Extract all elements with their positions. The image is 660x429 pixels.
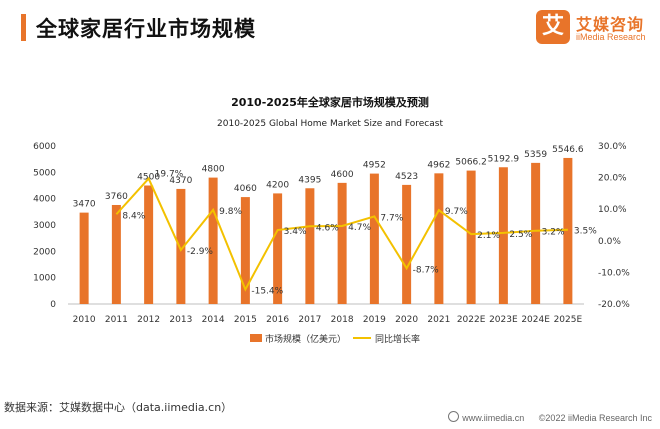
bar-value-label: 5359 xyxy=(524,150,547,160)
x-tick-label: 2013 xyxy=(169,315,192,325)
bar-value-label: 4800 xyxy=(202,165,225,175)
page-title: 全球家居行业市场规模 xyxy=(36,17,256,41)
legend-bar-label: 市场规模（亿美元） xyxy=(265,333,346,345)
x-tick-label: 2023E xyxy=(489,315,518,325)
y-left-tick-label: 0 xyxy=(50,300,56,310)
bar-value-label: 3470 xyxy=(73,200,96,210)
x-tick-label: 2012 xyxy=(137,315,160,325)
growth-rate-label: 9.7% xyxy=(445,207,468,217)
brand-logo: 艾 艾媒咨询 iiMedia Research xyxy=(536,10,654,50)
bar-value-label: 5192.9 xyxy=(488,154,520,164)
growth-rate-label: 19.7% xyxy=(155,170,184,180)
legend-bar-swatch xyxy=(250,334,262,342)
bar-value-label: 4523 xyxy=(395,172,418,182)
bar-value-label: 4060 xyxy=(234,184,257,194)
bar xyxy=(369,173,379,304)
y-left-tick-label: 6000 xyxy=(33,142,56,152)
data-source: 数据来源：艾媒数据中心（data.iimedia.cn） xyxy=(4,401,233,414)
x-tick-label: 2019 xyxy=(363,315,386,325)
bar-value-label: 3760 xyxy=(105,192,128,202)
x-tick-label: 2016 xyxy=(266,315,289,325)
bar xyxy=(402,184,412,304)
bar xyxy=(176,188,186,304)
x-tick-label: 2015 xyxy=(234,315,257,325)
growth-rate-label: 4.7% xyxy=(348,223,371,233)
bar xyxy=(79,212,89,304)
legend-line-label: 同比增长率 xyxy=(375,333,420,345)
bar-value-label: 4600 xyxy=(331,170,354,180)
growth-rate-label: 3.4% xyxy=(284,227,307,237)
growth-rate-label: 7.7% xyxy=(380,213,403,223)
bar xyxy=(434,173,444,304)
globe-icon xyxy=(448,411,460,422)
bar xyxy=(563,157,573,304)
growth-rate-label: -15.4% xyxy=(251,286,283,296)
bar xyxy=(273,193,283,304)
y-left-tick-label: 2000 xyxy=(33,247,56,257)
y-right-tick-label: -20.0% xyxy=(598,300,630,310)
bar-value-label: 4395 xyxy=(298,175,321,185)
x-tick-label: 2024E xyxy=(521,315,550,325)
chart-container: 2010-2025年全球家居市场规模及预测 2010-2025 Global Ho… xyxy=(0,88,660,358)
x-tick-label: 2018 xyxy=(331,315,354,325)
y-right-tick-label: 0.0% xyxy=(598,237,621,247)
y-left-tick-label: 3000 xyxy=(33,221,56,231)
bar xyxy=(208,177,218,304)
x-tick-label: 2020 xyxy=(395,315,418,325)
copyright: ©2022 iiMedia Research Inc xyxy=(538,413,652,423)
growth-rate-label: -8.7% xyxy=(413,265,440,275)
growth-rate-label: 4.6% xyxy=(316,223,339,233)
x-tick-label: 2010 xyxy=(73,315,96,325)
bar-value-label: 5066.2 xyxy=(455,158,487,168)
bar xyxy=(466,170,476,304)
growth-rate-label: -2.9% xyxy=(187,247,214,257)
y-left-tick-label: 4000 xyxy=(33,195,56,205)
footer-info: www.iimedia.cn ©2022 iiMedia Research In… xyxy=(436,411,652,423)
bar xyxy=(531,162,541,304)
bar-value-label: 4952 xyxy=(363,161,386,171)
brand-name-cn: 艾媒咨询 xyxy=(576,15,645,34)
bar-value-label: 4200 xyxy=(266,180,289,190)
chart-subtitle: 2010-2025 Global Home Market Size and Fo… xyxy=(217,119,443,129)
y-right-tick-label: 20.0% xyxy=(598,174,627,184)
brand-mark-icon: 艾 xyxy=(536,10,570,44)
x-tick-label: 2021 xyxy=(427,315,450,325)
bar xyxy=(337,182,347,304)
growth-rate-line xyxy=(115,176,568,292)
growth-rate-label: 2.1% xyxy=(477,231,500,241)
y-left-tick-label: 5000 xyxy=(33,168,56,178)
x-tick-label: 2022E xyxy=(457,315,486,325)
brand-name-en: iiMedia Research xyxy=(576,32,646,42)
x-tick-label: 2011 xyxy=(105,315,128,325)
bar-value-label: 4962 xyxy=(427,160,450,170)
growth-rate-label: 3.5% xyxy=(574,227,597,237)
x-tick-label: 2014 xyxy=(202,315,225,325)
bar-value-label: 4370 xyxy=(169,176,192,186)
y-right-tick-label: -10.0% xyxy=(598,268,630,278)
bar xyxy=(240,197,250,304)
growth-rate-label: 3.2% xyxy=(542,228,565,238)
y-right-tick-label: 30.0% xyxy=(598,142,627,152)
y-left-tick-label: 1000 xyxy=(33,274,56,284)
x-tick-label: 2017 xyxy=(298,315,321,325)
bar-value-label: 5546.6 xyxy=(552,145,584,155)
chart-title: 2010-2025年全球家居市场规模及预测 xyxy=(231,95,429,109)
bar xyxy=(498,167,508,304)
bar xyxy=(305,188,315,304)
x-tick-label: 2025E xyxy=(554,315,583,325)
bar xyxy=(144,185,154,304)
site-text: www.iimedia.cn xyxy=(462,413,525,423)
bar xyxy=(111,204,121,304)
market-size-chart: 2010-2025年全球家居市场规模及预测 2010-2025 Global Ho… xyxy=(33,95,630,345)
growth-rate-label: 9.8% xyxy=(219,207,242,217)
y-right-tick-label: 10.0% xyxy=(598,205,627,215)
site-link[interactable]: www.iimedia.cn xyxy=(448,411,525,423)
title-accent-bar xyxy=(21,14,26,41)
growth-rate-label: 8.4% xyxy=(122,211,145,221)
growth-rate-label: 2.5% xyxy=(509,230,532,240)
